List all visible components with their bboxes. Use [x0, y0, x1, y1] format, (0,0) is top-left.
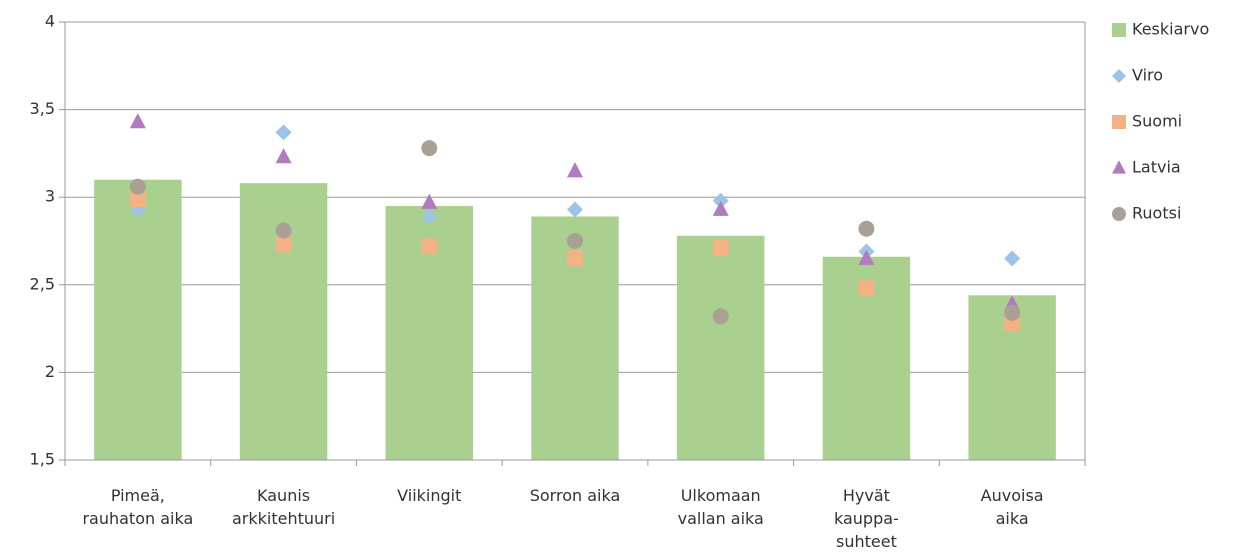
- x-tick-label: Hyvät kauppa-suhteet: [834, 486, 899, 551]
- triangle-marker: [567, 162, 583, 178]
- legend-marker: [1112, 69, 1126, 83]
- legend-label: Suomi: [1132, 112, 1182, 131]
- y-tick-label: 3,5: [30, 99, 55, 118]
- x-tick-label: Pimeä, rauhaton aika: [82, 486, 193, 528]
- diamond-marker: [421, 208, 438, 225]
- bar: [94, 179, 182, 460]
- square-marker: [712, 240, 729, 257]
- diamond-marker: [275, 124, 292, 141]
- y-tick-label: 3: [45, 187, 55, 206]
- legend-label: Ruotsi: [1132, 204, 1181, 223]
- triangle-marker: [858, 249, 875, 265]
- legend-swatch: [1112, 23, 1126, 37]
- triangle-marker: [275, 148, 292, 164]
- x-tick-label: Sorron aika: [530, 486, 621, 505]
- triangle-marker: [421, 193, 438, 209]
- circle-marker: [858, 220, 875, 237]
- legend-label: Keskiarvo: [1132, 20, 1209, 39]
- x-tick-label: Ulkomaan vallan aika: [678, 486, 764, 528]
- square-marker: [567, 250, 583, 267]
- circle-marker: [129, 178, 146, 195]
- legend-marker: [1112, 115, 1126, 129]
- x-tick-label: Auvoisa aika: [981, 486, 1044, 528]
- legend-marker: [1112, 160, 1126, 174]
- x-tick-label: Viikingit: [397, 486, 461, 505]
- circle-marker: [421, 140, 438, 157]
- diamond-marker: [567, 201, 583, 218]
- y-tick-label: 2: [45, 362, 55, 381]
- circle-marker: [275, 222, 292, 239]
- bar: [677, 235, 765, 460]
- square-marker: [129, 190, 146, 207]
- circle-marker: [712, 308, 729, 325]
- y-tick-label: 4: [45, 12, 55, 31]
- square-marker: [275, 236, 292, 253]
- y-tick-label: 1,5: [30, 450, 55, 469]
- legend-marker: [1112, 207, 1126, 221]
- legend-label: Latvia: [1132, 158, 1181, 177]
- y-tick-label: 2,5: [30, 274, 55, 293]
- circle-marker: [567, 233, 583, 249]
- triangle-marker: [129, 113, 146, 129]
- x-tick-label: Kaunis arkkitehtuuri: [232, 486, 335, 528]
- triangle-marker: [712, 200, 729, 216]
- square-marker: [421, 238, 438, 255]
- square-marker: [858, 280, 875, 297]
- diamond-marker: [1004, 250, 1021, 267]
- circle-marker: [1004, 304, 1021, 321]
- legend-label: Viro: [1132, 66, 1163, 85]
